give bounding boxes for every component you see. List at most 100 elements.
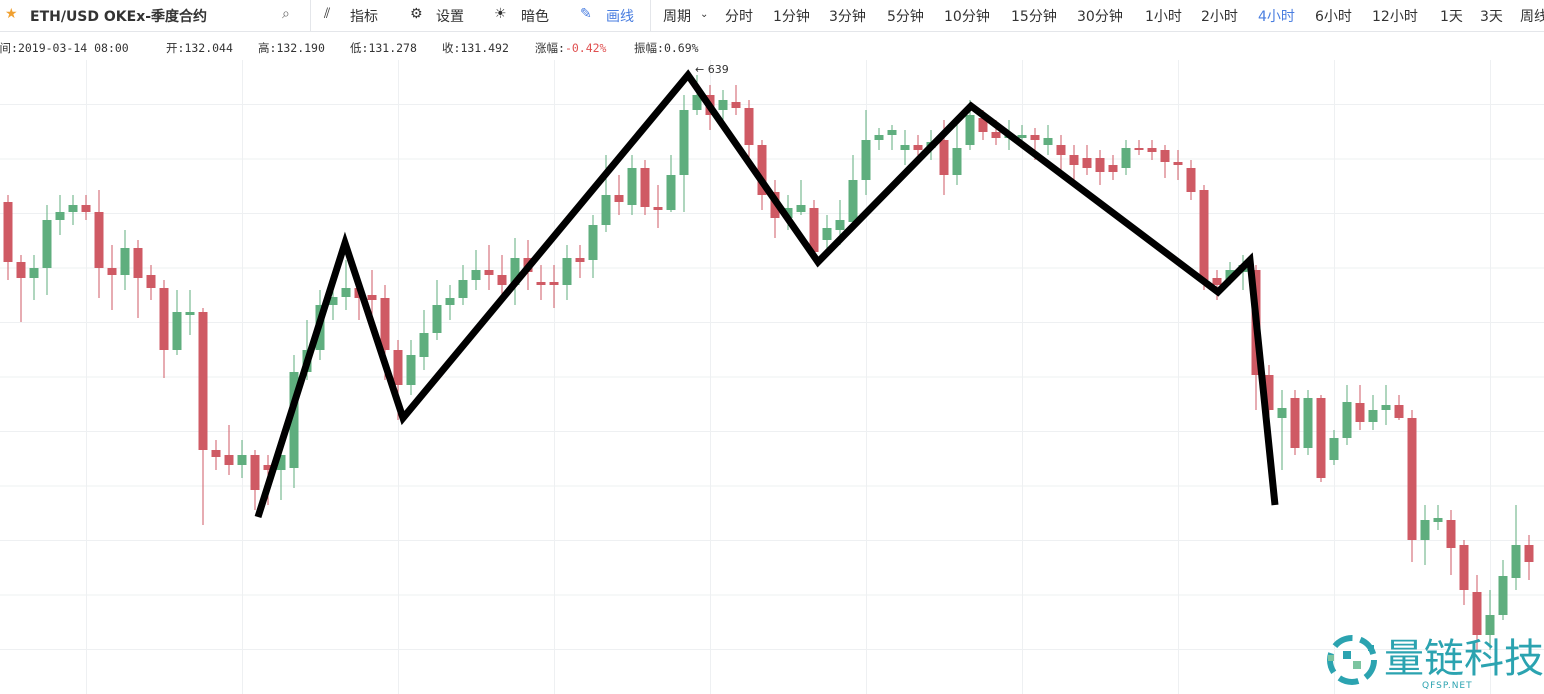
tool-icon[interactable]: ⚙ xyxy=(410,6,423,22)
tool[interactable]: 画线 xyxy=(606,9,634,25)
period[interactable]: 12小时 xyxy=(1372,9,1418,25)
candle-body xyxy=(887,130,897,135)
tool-icon[interactable]: ✎ xyxy=(580,6,592,22)
candle-body xyxy=(1082,158,1092,168)
candle-body xyxy=(289,372,299,468)
period[interactable]: 10分钟 xyxy=(944,9,990,25)
info-value: 132.190 xyxy=(276,41,325,55)
candle-body xyxy=(1407,418,1417,540)
info-label: 振幅: xyxy=(634,41,664,55)
candle-body xyxy=(419,333,429,357)
symbol[interactable]: ETH/USD OKEx-季度合约 xyxy=(30,9,208,25)
favorite-star[interactable]: ★ xyxy=(5,6,18,22)
candle-body xyxy=(458,280,468,298)
candle-body xyxy=(822,228,832,240)
candle-body xyxy=(978,118,988,132)
candle-body xyxy=(94,212,104,268)
info-value: 2019-03-14 08:00 xyxy=(17,41,129,55)
candle-body xyxy=(198,312,208,450)
candle-body xyxy=(1381,405,1391,410)
tool-icon[interactable]: ⫽ xyxy=(324,6,331,22)
candle-body xyxy=(536,282,546,285)
candle-body xyxy=(1459,545,1469,590)
candle-body xyxy=(263,465,273,470)
candle-body xyxy=(16,262,26,278)
candle-body xyxy=(692,95,702,110)
candle-body xyxy=(809,208,819,252)
period[interactable]: 周线 xyxy=(1520,9,1544,25)
candle-body xyxy=(1186,168,1196,192)
candle-body xyxy=(341,288,351,297)
candle-body xyxy=(757,145,767,195)
candle-body xyxy=(68,205,78,212)
period[interactable]: 3分钟 xyxy=(829,9,866,25)
period-active[interactable]: 4小时 xyxy=(1258,9,1295,25)
candle-body xyxy=(1095,158,1105,172)
candle-body xyxy=(484,270,494,275)
dropdown-caret[interactable]: ⌄ xyxy=(700,9,709,20)
period[interactable]: 分时 xyxy=(725,9,753,25)
candle-body xyxy=(1316,398,1326,478)
plot-grid xyxy=(0,60,1544,694)
candle-body xyxy=(861,140,871,180)
tool-icon[interactable]: ☀ xyxy=(494,6,507,22)
candle-body xyxy=(1446,520,1456,548)
candle-body xyxy=(952,148,962,175)
candle-body xyxy=(328,297,338,305)
candle-body xyxy=(55,212,65,220)
candle-body xyxy=(1069,155,1079,165)
candle-body xyxy=(1420,520,1430,540)
candle-body xyxy=(835,220,845,230)
candle-body xyxy=(497,275,507,285)
period[interactable]: 3天 xyxy=(1480,9,1503,25)
candle-body xyxy=(1498,576,1508,615)
period[interactable]: 1小时 xyxy=(1145,9,1182,25)
candle-body xyxy=(991,132,1001,138)
candle-body xyxy=(1056,145,1066,155)
search-icon[interactable]: ⌕ xyxy=(282,6,290,22)
candle-body xyxy=(679,110,689,175)
max-label: ← 639 xyxy=(695,63,729,76)
candle-body xyxy=(380,298,390,350)
candle-body xyxy=(276,455,286,470)
candle-body xyxy=(1303,398,1313,448)
candle-body xyxy=(1212,278,1222,285)
candle-body xyxy=(107,268,117,275)
candle-body xyxy=(1524,545,1534,562)
tool[interactable]: 指标 xyxy=(350,9,378,25)
candle-body xyxy=(1290,398,1300,448)
period[interactable]: 6小时 xyxy=(1315,9,1352,25)
period-menu[interactable]: 周期 xyxy=(663,9,691,25)
period[interactable]: 1分钟 xyxy=(773,9,810,25)
candle-body xyxy=(848,180,858,222)
candle-body xyxy=(1017,135,1027,138)
period[interactable]: 2小时 xyxy=(1201,9,1238,25)
period[interactable]: 5分钟 xyxy=(887,9,924,25)
candle-body xyxy=(471,270,481,280)
candle-body xyxy=(913,145,923,150)
candle-body xyxy=(1485,615,1495,635)
tool[interactable]: 暗色 xyxy=(521,9,549,25)
candle-body xyxy=(185,312,195,315)
period[interactable]: 30分钟 xyxy=(1077,9,1123,25)
candle-body xyxy=(965,115,975,145)
candle-body xyxy=(1511,545,1521,578)
info-label: 时间: xyxy=(0,41,18,55)
candle-body xyxy=(731,102,741,108)
period[interactable]: 15分钟 xyxy=(1011,9,1057,25)
tool[interactable]: 设置 xyxy=(436,9,464,25)
candle-body xyxy=(120,248,130,275)
candle-body xyxy=(900,145,910,150)
candle-body xyxy=(367,295,377,300)
ohlc-info: 时间:2019-03-14 08:00 开:132.044 高:132.190 … xyxy=(0,40,1544,58)
info-value: -0.42% xyxy=(564,41,607,55)
watermark-logo xyxy=(1327,635,1377,685)
candle-body xyxy=(640,168,650,207)
candle-body xyxy=(549,282,559,285)
candle-body xyxy=(1225,270,1235,280)
candle-body xyxy=(575,258,585,262)
candle-body xyxy=(1329,438,1339,460)
period[interactable]: 1天 xyxy=(1440,9,1463,25)
candle-body xyxy=(432,305,442,333)
